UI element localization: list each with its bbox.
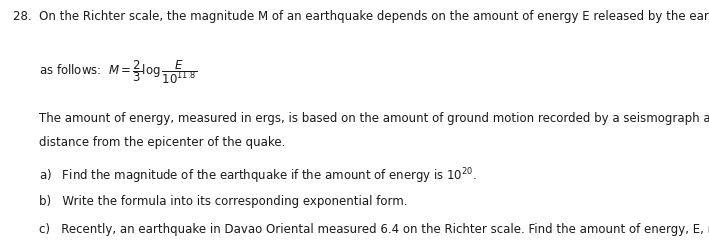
Text: 28.  On the Richter scale, the magnitude M of an earthquake depends on the amoun: 28. On the Richter scale, the magnitude … xyxy=(13,10,709,23)
Text: b)   Write the formula into its corresponding exponential form.: b) Write the formula into its correspond… xyxy=(39,195,408,208)
Text: a)   Find the magnitude of the earthquake if the amount of energy is $10^{20}$.: a) Find the magnitude of the earthquake … xyxy=(39,166,477,186)
Text: distance from the epicenter of the quake.: distance from the epicenter of the quake… xyxy=(39,136,285,149)
Text: c)   Recently, an earthquake in Davao Oriental measured 6.4 on the Richter scale: c) Recently, an earthquake in Davao Orie… xyxy=(39,223,709,236)
Text: as follows:  $M = \dfrac{2}{3}\log\dfrac{E}{10^{11.8}}$: as follows: $M = \dfrac{2}{3}\log\dfrac{… xyxy=(39,58,197,86)
Text: The amount of energy, measured in ergs, is based on the amount of ground motion : The amount of energy, measured in ergs, … xyxy=(39,112,709,125)
